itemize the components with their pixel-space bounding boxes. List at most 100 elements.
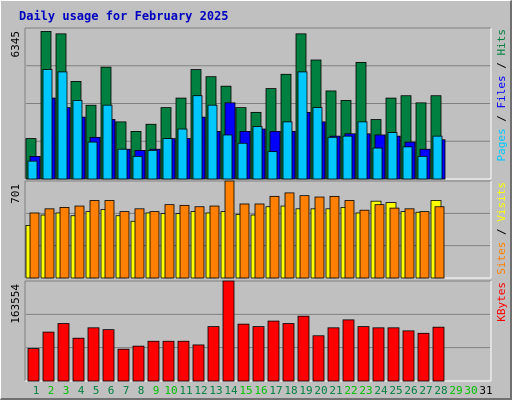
bar-kbytes-day-11 (177, 340, 190, 382)
x-tick-label: 9 (153, 384, 160, 397)
bar-sites-day-21 (329, 195, 340, 279)
bar-pages-day-18 (282, 121, 293, 180)
x-tick-label: 5 (93, 384, 100, 397)
x-tick-label: 28 (434, 384, 447, 397)
x-tick-label: 12 (194, 384, 207, 397)
x-tick-label: 30 (464, 384, 477, 397)
bar-sites-day-20 (314, 196, 325, 279)
bar-kbytes-day-18 (282, 323, 295, 382)
bar-sites-day-16 (254, 203, 265, 279)
bar-sites-day-12 (194, 206, 205, 279)
bar-kbytes-day-28 (432, 326, 445, 382)
x-tick-label: 6 (108, 384, 115, 397)
legend-label: Hits (495, 29, 508, 56)
bar-pages-day-13 (207, 104, 218, 180)
x-tick-label: 22 (344, 384, 357, 397)
x-tick-label: 31 (479, 384, 492, 397)
bar-pages-day-20 (312, 107, 323, 180)
x-tick-label: 10 (164, 384, 177, 397)
bar-kbytes-day-26 (402, 330, 415, 382)
bar-sites-day-14 (224, 180, 235, 279)
bar-kbytes-day-23 (357, 326, 370, 382)
bar-sites-day-26 (404, 208, 415, 279)
bar-kbytes-day-4 (72, 337, 85, 382)
bar-kbytes-day-5 (87, 327, 100, 382)
x-tick-label: 8 (138, 384, 145, 397)
bar-sites-day-27 (419, 211, 430, 279)
bar-sites-day-4 (74, 205, 85, 279)
bar-kbytes-day-24 (372, 327, 385, 382)
bar-pages-day-3 (57, 71, 68, 180)
bar-kbytes-day-15 (237, 323, 250, 382)
bar-sites-day-23 (359, 209, 370, 279)
bar-kbytes-day-20 (312, 335, 325, 382)
legend-label: / (495, 222, 508, 242)
x-tick-label: 7 (123, 384, 130, 397)
x-tick-label: 3 (63, 384, 70, 397)
bar-kbytes-day-19 (297, 315, 310, 382)
bar-sites-day-9 (149, 211, 160, 279)
bar-pages-day-24 (372, 147, 383, 180)
bar-sites-day-28 (434, 206, 445, 279)
bar-pages-day-6 (102, 104, 113, 180)
bar-pages-day-4 (72, 100, 83, 180)
x-tick-label: 1 (33, 384, 40, 397)
x-tick-label: 11 (179, 384, 192, 397)
bar-kbytes-day-10 (162, 340, 175, 382)
bar-sites-day-5 (89, 200, 100, 279)
bar-kbytes-day-13 (207, 326, 220, 382)
bar-pages-day-27 (417, 155, 428, 180)
x-tick-label: 16 (254, 384, 267, 397)
bar-kbytes-day-27 (417, 332, 430, 382)
bar-pages-day-26 (402, 146, 413, 180)
bar-pages-day-16 (252, 126, 263, 180)
bar-pages-day-25 (387, 132, 398, 180)
x-tick-label: 4 (78, 384, 85, 397)
bar-sites-day-13 (209, 205, 220, 279)
y-max-label: 163554 (9, 284, 22, 324)
legend-label: Pages (495, 128, 508, 161)
x-tick-label: 14 (224, 384, 238, 397)
bar-pages-day-10 (162, 138, 173, 180)
series-legend: Sites / Visits (495, 182, 508, 275)
legend-label: Visits (495, 182, 508, 222)
bar-pages-day-5 (87, 141, 98, 180)
legend-label: Files (495, 75, 508, 108)
bar-pages-day-11 (177, 128, 188, 180)
y-max-label: 6345 (9, 31, 22, 58)
x-tick-label: 21 (329, 384, 342, 397)
bar-pages-day-8 (132, 155, 143, 180)
x-tick-label: 25 (389, 384, 402, 397)
bar-kbytes-day-7 (117, 348, 130, 382)
bar-pages-day-12 (192, 95, 203, 180)
bar-kbytes-day-25 (387, 327, 400, 382)
bar-kbytes-day-22 (342, 319, 355, 382)
bar-sites-day-22 (344, 200, 355, 279)
bar-pages-day-1 (27, 160, 38, 180)
bar-kbytes-day-8 (132, 345, 145, 382)
bar-kbytes-day-16 (252, 326, 265, 382)
legend-label: / (495, 109, 508, 129)
bar-pages-day-9 (147, 150, 158, 180)
bar-kbytes-day-6 (102, 329, 115, 382)
bar-pages-day-15 (237, 142, 248, 180)
bar-pages-day-23 (357, 121, 368, 180)
series-legend: Pages / Files / Hits (495, 29, 508, 162)
bar-pages-day-22 (342, 135, 353, 180)
bar-pages-day-7 (117, 148, 128, 180)
x-tick-label: 23 (359, 384, 372, 397)
bar-pages-day-28 (432, 135, 443, 180)
bar-pages-day-21 (327, 136, 338, 180)
chart-title: Daily usage for February 2025 (19, 9, 229, 23)
bar-kbytes-day-3 (57, 323, 70, 382)
bar-sites-day-1 (29, 212, 40, 279)
bar-sites-day-7 (119, 211, 130, 279)
x-tick-label: 18 (284, 384, 297, 397)
x-tick-label: 26 (404, 384, 417, 397)
bar-sites-day-15 (239, 203, 250, 279)
bar-pages-day-17 (267, 151, 278, 180)
bar-kbytes-day-12 (192, 344, 205, 382)
bar-kbytes-day-21 (327, 327, 340, 382)
